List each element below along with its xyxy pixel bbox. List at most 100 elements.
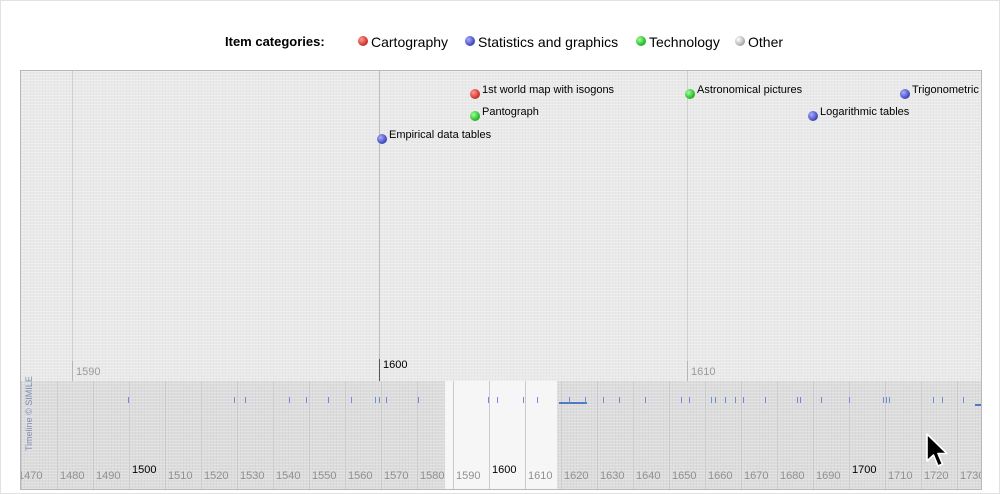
overview-tick-label: 1700	[852, 464, 877, 476]
timeline[interactable]: 1590 1600 1610 1st world map with isogon…	[20, 70, 982, 490]
gridline	[345, 381, 346, 489]
overview-event-tick	[821, 397, 822, 403]
legend-label: Cartography	[371, 34, 449, 50]
mouse-cursor-icon	[926, 433, 948, 467]
overview-tick-label: 1510	[168, 470, 193, 482]
gridline	[705, 381, 706, 489]
overview-event-tick	[418, 397, 419, 403]
timeline-overview-band[interactable]: 1470 1480 1490 1500 1510 1520 1530 1540 …	[20, 376, 981, 489]
overview-tick-label: 1540	[276, 470, 301, 482]
overview-tick-label: 1520	[204, 470, 229, 482]
gridline	[777, 381, 778, 489]
gridline	[489, 381, 490, 489]
overview-tick-label: 1590	[456, 470, 481, 482]
overview-tick-label: 1600	[492, 464, 517, 476]
visible-range-highlight[interactable]	[445, 381, 557, 489]
green-dot-icon	[685, 89, 695, 99]
event-label: 1st world map with isogons	[482, 84, 615, 96]
overview-tick-label: 1470	[20, 470, 43, 482]
legend-item-technology[interactable]: Technology	[636, 34, 720, 50]
overview-event-tick	[234, 397, 235, 403]
blue-dot-icon	[900, 89, 910, 99]
overview-event-tick	[689, 397, 690, 403]
overview-event-tick	[497, 397, 498, 403]
gridline	[669, 381, 670, 489]
overview-tick-label: 1730	[960, 470, 981, 482]
time-tick-label: 1590	[72, 361, 100, 381]
gridline	[201, 381, 202, 489]
gridline	[93, 381, 94, 489]
overview-tick-label: 1500	[132, 464, 157, 476]
overview-event-duration	[559, 402, 587, 404]
overview-event-tick	[883, 397, 884, 403]
overview-tick-label: 1710	[888, 470, 913, 482]
event-label: Empirical data tables	[389, 129, 492, 141]
blue-dot-icon	[465, 36, 475, 46]
legend-label: Other	[748, 34, 784, 50]
red-dot-icon	[358, 36, 368, 46]
gridline	[165, 381, 166, 489]
legend-item-cartography[interactable]: Cartography	[358, 34, 448, 50]
blue-dot-icon	[808, 111, 818, 121]
overview-event-tick	[128, 397, 129, 403]
gridline	[72, 71, 73, 381]
overview-tick-label: 1640	[636, 470, 661, 482]
overview-event-tick	[585, 397, 586, 403]
overview-event-tick	[328, 397, 329, 403]
overview-tick-label: 1610	[528, 470, 553, 482]
gridline	[57, 381, 58, 489]
overview-tick-label: 1690	[816, 470, 841, 482]
overview-event-tick	[386, 397, 387, 403]
category-legend: Item categories: Cartography Statistics …	[0, 33, 1000, 53]
gridline	[237, 381, 238, 489]
legend-label: Technology	[649, 34, 720, 50]
overview-tick-label: 1630	[600, 470, 625, 482]
gridline	[21, 381, 22, 489]
gridline	[379, 71, 380, 381]
legend-item-other[interactable]: Other	[735, 34, 783, 50]
overview-event-duration	[975, 404, 981, 406]
timeline-credit: Timeline © SIMILE	[24, 376, 34, 451]
gridline	[273, 381, 274, 489]
overview-event-tick	[681, 397, 682, 403]
overview-event-tick	[942, 397, 943, 403]
overview-event-tick	[569, 397, 570, 403]
red-dot-icon	[470, 89, 480, 99]
overview-event-tick	[351, 397, 352, 403]
legend-label: Statistics and graphics	[478, 34, 619, 50]
gridline	[813, 381, 814, 489]
overview-event-tick	[603, 397, 604, 403]
overview-event-tick	[715, 397, 716, 403]
gridline	[309, 381, 310, 489]
overview-event-tick	[743, 397, 744, 403]
gridline	[885, 381, 886, 489]
gridline	[687, 71, 688, 381]
overview-tick-label: 1660	[708, 470, 733, 482]
gridline	[957, 381, 958, 489]
overview-event-tick	[619, 397, 620, 403]
legend-item-statistics[interactable]: Statistics and graphics	[465, 34, 618, 50]
overview-tick-label: 1490	[96, 470, 121, 482]
overview-event-tick	[245, 397, 246, 403]
gridline	[561, 381, 562, 489]
overview-event-tick	[306, 397, 307, 403]
overview-event-tick	[797, 397, 798, 403]
overview-event-tick	[375, 397, 376, 403]
overview-event-tick	[537, 397, 538, 403]
overview-tick-label: 1620	[564, 470, 589, 482]
overview-tick-label: 1680	[780, 470, 805, 482]
overview-tick-label: 1530	[240, 470, 265, 482]
overview-tick-label: 1480	[60, 470, 85, 482]
gridline	[417, 381, 418, 489]
green-dot-icon	[470, 111, 480, 121]
overview-event-tick	[849, 397, 850, 403]
gridline	[525, 381, 526, 489]
gridline	[453, 381, 454, 489]
overview-tick-label: 1580	[420, 470, 445, 482]
timeline-detail-band[interactable]: 1590 1600 1610 1st world map with isogon…	[21, 71, 981, 381]
gridline	[921, 381, 922, 489]
event-label: Trigonometric	[912, 84, 979, 96]
gridline	[741, 381, 742, 489]
overview-tick-label: 1670	[744, 470, 769, 482]
overview-event-tick	[379, 397, 380, 403]
